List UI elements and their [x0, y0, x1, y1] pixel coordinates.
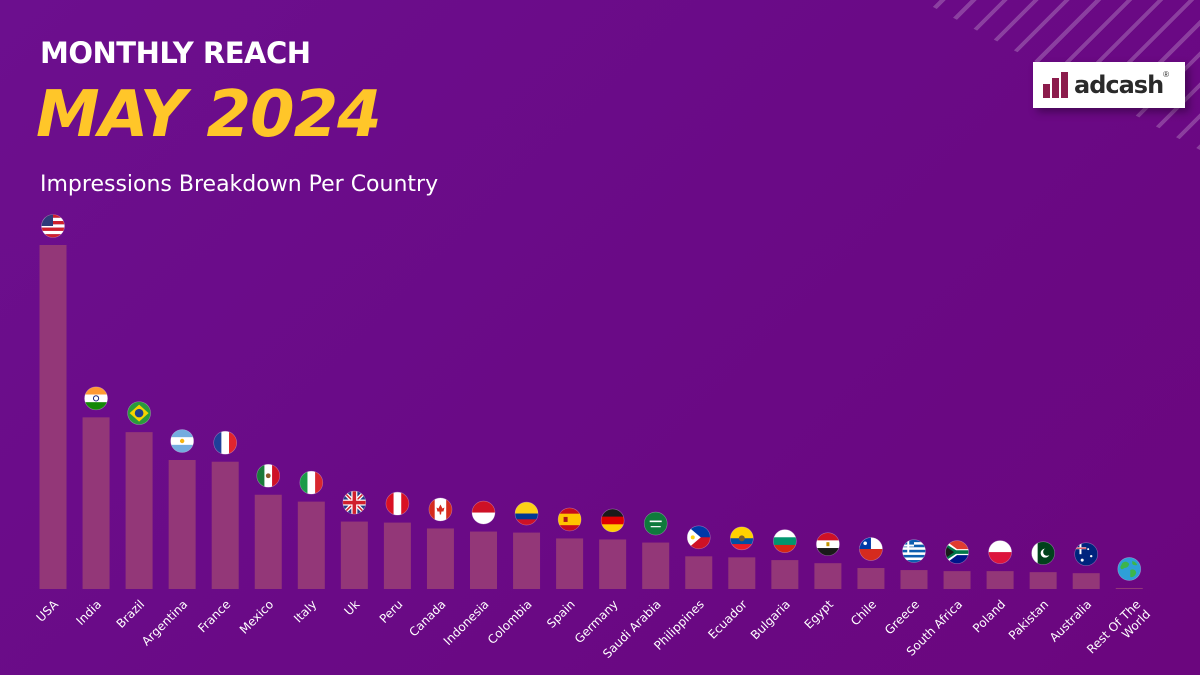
flag-usa-icon — [41, 214, 65, 238]
flag-saudi-arabia-icon — [644, 512, 668, 536]
bar — [1029, 572, 1057, 589]
flag-germany-icon — [601, 508, 625, 532]
bar — [900, 570, 928, 589]
flag-italy-icon — [299, 471, 323, 495]
bar — [211, 461, 239, 589]
flag-pakistan-icon — [1031, 541, 1055, 565]
bar — [340, 521, 368, 589]
x-tick-label: Pakistan — [1006, 597, 1051, 642]
x-tick-label: Greece — [882, 597, 922, 637]
bar — [168, 460, 196, 589]
flag-philippines-icon — [687, 525, 711, 549]
adcash-bars-logo-icon — [1043, 72, 1070, 98]
flag-greece-icon — [902, 539, 926, 563]
registered-mark: ® — [1163, 70, 1170, 79]
x-tick-label: Argentina — [139, 597, 190, 648]
bar — [599, 539, 627, 589]
flag-argentina-icon — [170, 429, 194, 453]
chart-subtitle: Impressions Breakdown Per Country — [40, 172, 439, 197]
flag-uk-icon — [342, 491, 366, 515]
flag-australia-icon — [1074, 542, 1098, 566]
x-tick-label: Bulgaria — [748, 597, 793, 642]
bar — [986, 571, 1014, 589]
flag-south-africa-icon — [945, 540, 969, 564]
month-title: MAY 2024 — [36, 78, 382, 152]
bar — [814, 563, 842, 589]
bar — [39, 245, 67, 589]
bar — [1072, 573, 1100, 589]
flag-egypt-icon — [816, 532, 840, 556]
x-tick-label: Peru — [377, 597, 406, 626]
x-tick-label: USA — [34, 597, 62, 625]
bar — [297, 501, 325, 589]
flag-bulgaria-icon — [773, 529, 797, 553]
flag-colombia-icon — [515, 502, 539, 526]
flag-canada-icon — [428, 497, 452, 521]
bar — [685, 556, 713, 589]
x-tick-label: Uk — [341, 597, 362, 618]
x-tick-label: Indonesia — [441, 597, 492, 648]
bar — [426, 528, 454, 589]
bar — [943, 571, 971, 589]
flag-india-icon — [84, 386, 108, 410]
flag-indonesia-icon — [472, 501, 495, 525]
flag-brazil-icon — [127, 401, 151, 425]
x-tick-label: Australia — [1047, 597, 1094, 644]
x-tick-label: France — [195, 597, 233, 635]
bar — [513, 532, 541, 589]
bar — [254, 494, 282, 589]
bar — [771, 560, 799, 589]
flag-spain-icon — [558, 507, 582, 531]
flag-chile-icon — [859, 537, 883, 561]
adcash-logo: adcash ® — [1033, 62, 1185, 108]
bar — [82, 417, 110, 589]
x-tick-label: Egypt — [802, 597, 837, 632]
x-tick-label: Ecuador — [705, 597, 750, 642]
bar — [728, 557, 756, 589]
flag-peru-icon — [385, 492, 409, 516]
x-tick-label: Canada — [406, 597, 448, 639]
flag-poland-icon — [988, 540, 1012, 564]
logo-text: adcash — [1074, 71, 1164, 99]
globe-icon — [1117, 557, 1141, 581]
flag-france-icon — [213, 431, 237, 455]
x-tick-label: Chile — [848, 597, 879, 628]
x-tick-label: Colombia — [485, 597, 535, 647]
flag-mexico-icon — [256, 464, 280, 488]
x-tick-label: Poland — [970, 597, 1008, 635]
bar — [556, 538, 584, 589]
x-tick-label: Spain — [544, 597, 578, 631]
bar — [125, 432, 153, 589]
x-tick-label: Italy — [291, 597, 319, 625]
bar — [470, 531, 497, 589]
x-tick-label: Brazil — [114, 597, 148, 631]
flag-ecuador-icon — [730, 526, 754, 550]
bar — [857, 568, 885, 589]
bar — [1115, 587, 1143, 589]
x-tick-label: Mexico — [237, 597, 277, 637]
x-tick-label: Rest Of TheWorld — [1084, 597, 1153, 666]
bar — [383, 522, 411, 589]
x-tick-label: India — [73, 597, 104, 628]
bar — [642, 542, 670, 589]
heading: MONTHLY REACH — [40, 36, 311, 70]
